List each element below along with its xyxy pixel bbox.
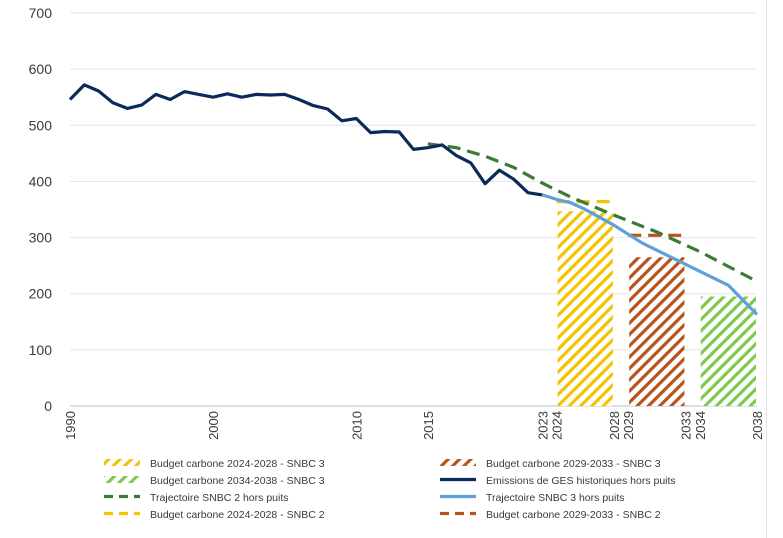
legend-swatch-budget-carbone-2034-2038-snbc-3 bbox=[104, 476, 140, 483]
x-tick-label-2028: 2028 bbox=[607, 411, 622, 440]
legend-item-trajectoire-snbc-2-hors-puits: Trajectoire SNBC 2 hors puits bbox=[104, 492, 289, 504]
x-axis: 1990 2000 2010 2015 2023 2024 2028 2029 2033 2034… bbox=[63, 411, 765, 440]
x-tick-label-2024: 2024 bbox=[550, 411, 565, 440]
legend-item-budget-carbone-2029-2033-snbc-2: Budget carbone 2029-2033 - SNBC 2 bbox=[440, 509, 661, 521]
chart-frame-border bbox=[766, 0, 767, 538]
legend-label-budget-carbone-2024-2028-snbc-2: Budget carbone 2024-2028 - SNBC 2 bbox=[150, 509, 325, 521]
legend-swatch-budget-carbone-2029-2033-snbc-3 bbox=[440, 459, 476, 466]
legend-label-budget-carbone-2029-2033-snbc-2: Budget carbone 2029-2033 - SNBC 2 bbox=[486, 509, 661, 521]
line-trajectoire-snbc-2-hors-puits bbox=[427, 142, 758, 283]
x-tick-label-2010: 2010 bbox=[349, 411, 364, 440]
legend-label-budget-carbone-2024-2028-snbc-3: Budget carbone 2024-2028 - SNBC 3 bbox=[150, 458, 325, 470]
legend-label-budget-carbone-2029-2033-snbc-3: Budget carbone 2029-2033 - SNBC 3 bbox=[486, 458, 661, 470]
y-tick-label-100: 100 bbox=[29, 342, 53, 358]
legend-item-budget-carbone-2024-2028-snbc-3: Budget carbone 2024-2028 - SNBC 3 bbox=[104, 458, 325, 470]
bar-budget-carbone-2034-2038-snbc-3 bbox=[700, 296, 756, 406]
legend-label-trajectoire-snbc-2-hors-puits: Trajectoire SNBC 2 hors puits bbox=[150, 492, 289, 504]
y-tick-label-600: 600 bbox=[29, 61, 53, 77]
x-tick-label-2038: 2038 bbox=[750, 411, 765, 440]
x-tick-label-2023: 2023 bbox=[535, 411, 550, 440]
y-tick-label-200: 200 bbox=[29, 286, 53, 302]
legend-label-budget-carbone-2034-2038-snbc-3: Budget carbone 2034-2038 - SNBC 3 bbox=[150, 475, 325, 487]
y-axis: 0 100 200 300 400 500 600 700 bbox=[29, 5, 53, 414]
legend: Budget carbone 2024-2028 - SNBC 3 Budget … bbox=[104, 458, 676, 521]
y-tick-label-300: 300 bbox=[29, 230, 53, 246]
bar-budget-carbone-2029-2033-snbc-3 bbox=[629, 257, 685, 406]
x-tick-label-1990: 1990 bbox=[63, 411, 78, 440]
series-lines bbox=[68, 83, 759, 316]
line-emissions-de-ges-historiques-hors-puits bbox=[68, 83, 543, 197]
line-trajectoire-snbc-3-hors-puits bbox=[541, 193, 759, 316]
x-tick-label-2029: 2029 bbox=[621, 411, 636, 440]
y-tick-label-400: 400 bbox=[29, 173, 53, 189]
legend-swatch-budget-carbone-2024-2028-snbc-3 bbox=[104, 459, 140, 466]
y-tick-label-500: 500 bbox=[29, 117, 53, 133]
x-tick-label-2000: 2000 bbox=[206, 411, 221, 440]
y-tick-label-700: 700 bbox=[29, 5, 53, 21]
budget-bars bbox=[557, 211, 756, 406]
x-tick-label-2033: 2033 bbox=[678, 411, 693, 440]
legend-item-budget-carbone-2024-2028-snbc-2: Budget carbone 2024-2028 - SNBC 2 bbox=[104, 509, 325, 521]
legend-item-emissions-de-ges-historiques-hors-puits: Emissions de GES historiques hors puits bbox=[440, 475, 676, 487]
x-tick-label-2034: 2034 bbox=[693, 411, 708, 440]
legend-label-emissions-de-ges-historiques-hors-puits: Emissions de GES historiques hors puits bbox=[486, 475, 676, 487]
legend-label-trajectoire-snbc-3-hors-puits: Trajectoire SNBC 3 hors puits bbox=[486, 492, 625, 504]
bar-budget-carbone-2024-2028-snbc-3 bbox=[557, 211, 613, 406]
x-tick-label-2015: 2015 bbox=[421, 411, 436, 440]
legend-item-trajectoire-snbc-3-hors-puits: Trajectoire SNBC 3 hors puits bbox=[440, 492, 625, 504]
legend-item-budget-carbone-2029-2033-snbc-3: Budget carbone 2029-2033 - SNBC 3 bbox=[440, 458, 661, 470]
legend-item-budget-carbone-2034-2038-snbc-3: Budget carbone 2034-2038 - SNBC 3 bbox=[104, 475, 325, 487]
y-tick-label-0: 0 bbox=[44, 398, 52, 414]
